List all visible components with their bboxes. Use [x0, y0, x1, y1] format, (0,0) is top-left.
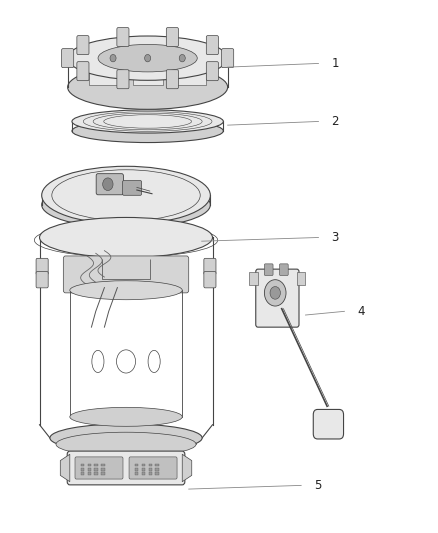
- FancyBboxPatch shape: [36, 271, 48, 288]
- Bar: [141, 464, 145, 466]
- FancyBboxPatch shape: [204, 271, 216, 288]
- Text: 3: 3: [332, 231, 339, 244]
- FancyBboxPatch shape: [166, 70, 178, 88]
- Ellipse shape: [70, 281, 182, 300]
- Ellipse shape: [39, 217, 212, 257]
- Bar: [95, 472, 98, 475]
- FancyBboxPatch shape: [123, 181, 141, 195]
- FancyBboxPatch shape: [64, 256, 189, 293]
- Text: 2: 2: [332, 115, 339, 128]
- Text: 5: 5: [314, 479, 321, 492]
- Polygon shape: [60, 454, 70, 482]
- FancyBboxPatch shape: [206, 62, 219, 80]
- Circle shape: [110, 54, 116, 62]
- Bar: [141, 472, 145, 475]
- Bar: [134, 468, 138, 471]
- FancyBboxPatch shape: [256, 269, 299, 327]
- FancyBboxPatch shape: [77, 36, 89, 54]
- Bar: [95, 468, 98, 471]
- FancyBboxPatch shape: [166, 28, 178, 46]
- FancyBboxPatch shape: [313, 409, 343, 439]
- Ellipse shape: [42, 182, 210, 228]
- Bar: [176, 61, 206, 85]
- Ellipse shape: [70, 407, 182, 426]
- Circle shape: [265, 280, 286, 306]
- FancyBboxPatch shape: [265, 264, 273, 276]
- Bar: [81, 468, 84, 471]
- Bar: [134, 464, 138, 466]
- Ellipse shape: [42, 166, 210, 224]
- FancyBboxPatch shape: [204, 259, 216, 274]
- Ellipse shape: [67, 65, 228, 109]
- Circle shape: [179, 54, 185, 62]
- Bar: [81, 464, 84, 466]
- FancyBboxPatch shape: [117, 28, 129, 46]
- Text: 4: 4: [357, 305, 365, 318]
- Bar: [133, 61, 163, 85]
- Bar: [141, 468, 145, 471]
- Bar: [148, 464, 152, 466]
- Bar: [88, 468, 91, 471]
- Bar: [89, 61, 120, 85]
- Bar: [81, 472, 84, 475]
- FancyBboxPatch shape: [77, 62, 89, 80]
- Bar: [101, 464, 105, 466]
- FancyBboxPatch shape: [96, 174, 124, 195]
- Bar: [249, 272, 258, 285]
- FancyBboxPatch shape: [206, 36, 219, 54]
- FancyBboxPatch shape: [62, 49, 74, 68]
- Circle shape: [145, 54, 151, 62]
- FancyBboxPatch shape: [67, 451, 185, 485]
- Circle shape: [270, 287, 280, 299]
- Ellipse shape: [50, 424, 202, 452]
- Bar: [297, 272, 305, 285]
- Ellipse shape: [72, 110, 223, 133]
- FancyBboxPatch shape: [117, 70, 129, 88]
- Bar: [88, 464, 91, 466]
- Bar: [155, 464, 159, 466]
- Bar: [155, 472, 159, 475]
- Polygon shape: [182, 454, 192, 482]
- FancyBboxPatch shape: [279, 264, 288, 276]
- Circle shape: [102, 178, 113, 191]
- Bar: [88, 472, 91, 475]
- Bar: [101, 468, 105, 471]
- Ellipse shape: [56, 432, 196, 456]
- Ellipse shape: [67, 36, 228, 80]
- FancyBboxPatch shape: [222, 49, 234, 68]
- FancyBboxPatch shape: [75, 457, 123, 479]
- Ellipse shape: [98, 44, 197, 72]
- Text: 1: 1: [332, 57, 339, 70]
- Bar: [148, 472, 152, 475]
- Bar: [95, 464, 98, 466]
- Bar: [155, 468, 159, 471]
- FancyBboxPatch shape: [129, 457, 177, 479]
- Bar: [148, 468, 152, 471]
- Ellipse shape: [72, 119, 223, 142]
- Bar: [101, 472, 105, 475]
- Bar: [134, 472, 138, 475]
- FancyBboxPatch shape: [36, 259, 48, 274]
